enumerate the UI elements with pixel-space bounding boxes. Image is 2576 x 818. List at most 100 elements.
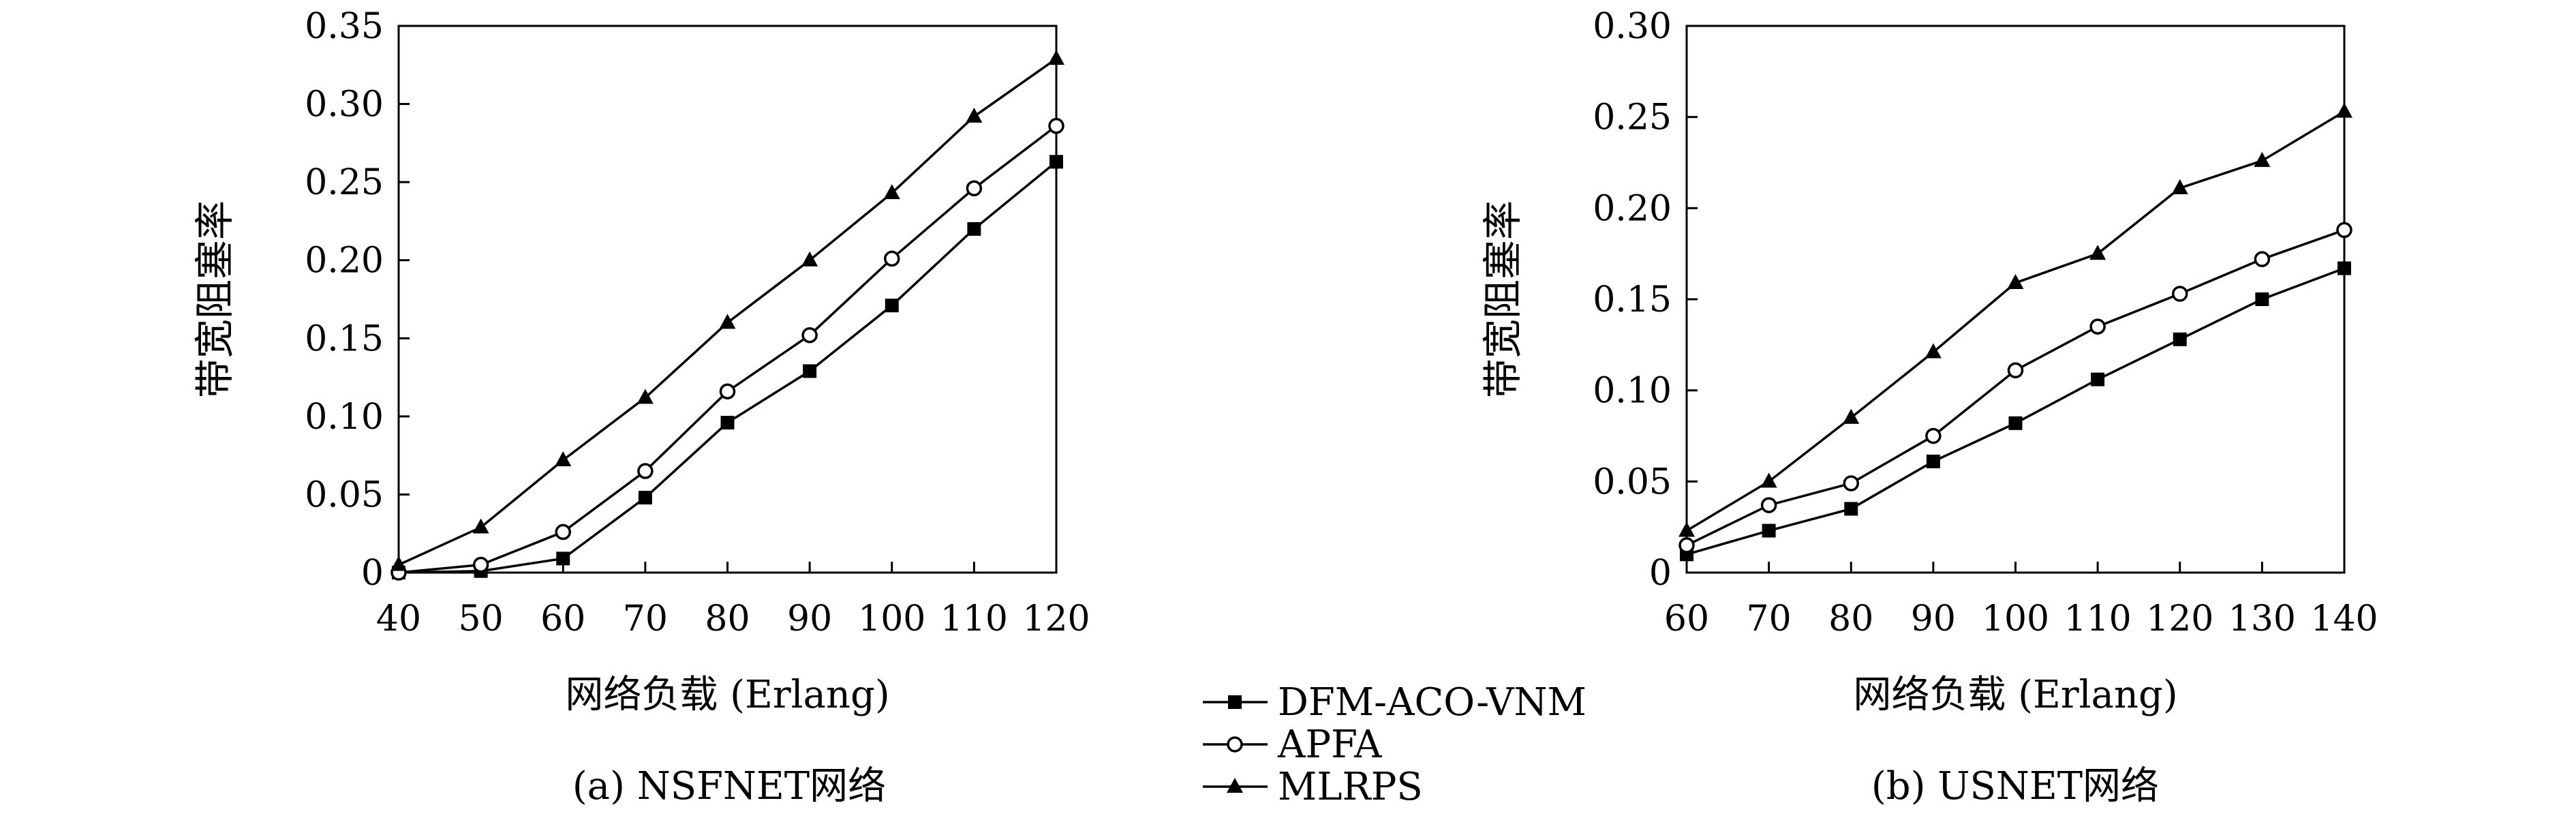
panel-a-data-point-dfm-aco-vnm: [720, 416, 735, 430]
panel-a-data-point-dfm-aco-vnm: [556, 551, 570, 566]
panel-a-y-tick-label: 0.15: [305, 318, 384, 359]
panel-a-data-point-dfm-aco-vnm: [803, 364, 817, 378]
panel-a-x-tick-label: 100: [858, 599, 925, 639]
panel-a-x-axis-label: 网络负载 (Erlang): [565, 673, 889, 717]
panel-a-x-tick-label: 40: [376, 599, 421, 639]
panel-a-data-point-apfa: [637, 463, 654, 479]
panel-b-data-point-mlrps: [2089, 245, 2106, 260]
panel-b-data-point-apfa: [2007, 362, 2024, 379]
panel-a-data-point-mlrps: [390, 556, 407, 571]
panel-a-y-tick-label: 0.35: [305, 6, 384, 47]
panel-b-data-point-dfm-aco-vnm: [1844, 502, 1858, 516]
panel-a-y-tick-label: 0.30: [305, 85, 384, 125]
panel-b-data-point-dfm-aco-vnm: [2091, 372, 2105, 387]
panel-a-data-point-mlrps: [801, 251, 818, 267]
panel-b-x-tick-label: 60: [1664, 599, 1709, 639]
legend-label: DFM-ACO-VNM: [1278, 680, 1586, 725]
panel-a-x-tick-label: 120: [1022, 599, 1090, 639]
panel-a-series-apfa: [390, 117, 1064, 581]
panel-b-x-axis-label: 网络负载 (Erlang): [1853, 673, 2177, 717]
panel-b-y-tick-label: 0.20: [1593, 188, 1672, 229]
panel-a-data-point-mlrps: [637, 389, 654, 404]
panel-b-x-tick-label: 100: [1982, 599, 2049, 639]
panel-a-data-point-apfa: [719, 383, 736, 399]
panel-b-plot-frame: [1685, 25, 2346, 574]
panel-b-data-point-mlrps: [1678, 521, 1695, 537]
panel-a-x-tick-label: 60: [540, 599, 585, 639]
panel-a-y-axis-label: 带宽阻塞率: [191, 200, 238, 398]
panel-a-x-tick-label: 90: [787, 599, 832, 639]
panel-b-data-point-apfa: [2172, 286, 2188, 302]
panel-b-data-point-apfa: [2254, 251, 2271, 267]
legend-marker-apfa: [1227, 736, 1243, 753]
panel-a-series-line-mlrps: [398, 57, 1058, 566]
panel-a-data-point-mlrps: [555, 451, 572, 467]
panel-a-data-point-dfm-aco-vnm: [1049, 155, 1063, 169]
panel-b-y-tick-label: 0: [1649, 553, 1672, 594]
panel-a-y-tick-label: 0.25: [305, 162, 384, 203]
panel-a-series-line-apfa: [398, 125, 1058, 574]
panel-a-data-point-apfa: [472, 556, 489, 573]
panel-b-series-apfa: [1678, 222, 2352, 554]
panel-b-y-tick-label: 0.30: [1593, 6, 1672, 47]
panel-a-series-dfm-aco-vnm: [392, 155, 1063, 579]
panel-b-data-point-apfa: [1843, 475, 1859, 491]
panel-b-data-point-apfa: [1760, 497, 1777, 513]
panel-b-series-mlrps: [1678, 102, 2352, 537]
panel-b-y-tick-label: 0.25: [1593, 97, 1672, 138]
panel-b-x-tick-label: 70: [1747, 599, 1792, 639]
panel-a-data-point-apfa: [884, 250, 900, 267]
panel-a-series-line-dfm-aco-vnm: [398, 160, 1058, 574]
panel-b-usnet-chart: 0 0.05 0.10 0.15 0.20 0.25 0.30 60 70 80 90 100 110 1…: [1479, 6, 2378, 808]
panel-a-data-point-apfa: [555, 524, 571, 541]
panel-b-data-point-mlrps: [2254, 151, 2271, 167]
panel-a-data-point-mlrps: [883, 184, 900, 200]
panel-a-data-point-dfm-aco-vnm: [638, 491, 652, 505]
panel-b-data-point-mlrps: [2336, 102, 2352, 118]
panel-a-plot-frame: [397, 25, 1058, 574]
panel-b-data-point-dfm-aco-vnm: [2173, 332, 2187, 346]
panel-a-caption: (a) NSFNET网络: [572, 764, 886, 808]
panel-b-data-point-mlrps: [1843, 408, 1860, 424]
panel-b-series-line-mlrps: [1686, 110, 2345, 532]
panel-b-data-point-dfm-aco-vnm: [1762, 524, 1776, 538]
panel-a-data-point-dfm-aco-vnm: [967, 222, 981, 236]
panel-b-y-tick-label: 0.05: [1593, 461, 1672, 502]
panel-b-data-point-mlrps: [2171, 179, 2188, 194]
panel-b-data-point-dfm-aco-vnm: [2008, 416, 2023, 430]
panel-b-series-dfm-aco-vnm: [1680, 261, 2351, 562]
panel-a-data-point-mlrps: [966, 107, 983, 123]
panel-b-x-tick-label: 90: [1911, 599, 1956, 639]
panel-a-data-point-mlrps: [1048, 50, 1064, 65]
panel-b-data-point-dfm-aco-vnm: [2337, 261, 2351, 275]
panel-a-data-point-mlrps: [719, 314, 736, 329]
legend-marker-mlrps: [1227, 778, 1243, 793]
legend-item-dfm-aco-vnm: DFM-ACO-VNM: [1203, 680, 1586, 725]
panel-a-y-tick-label: 0.05: [305, 474, 384, 515]
panel-b-data-point-dfm-aco-vnm: [1926, 454, 1940, 468]
panel-b-data-point-mlrps: [1925, 343, 1942, 359]
panel-a-data-point-mlrps: [472, 518, 489, 534]
legend-item-mlrps: MLRPS: [1203, 765, 1423, 809]
legend-marker-dfm-aco-vnm: [1228, 695, 1242, 709]
panel-b-x-tick-label: 140: [2310, 599, 2378, 639]
panel-b-caption: (b) USNET网络: [1871, 764, 2159, 808]
panel-b-data-point-apfa: [1678, 537, 1695, 554]
panel-a-x-tick-label: 80: [705, 599, 750, 639]
panel-a-nsfnet-chart: 0 0.05 0.10 0.15 0.20 0.25 0.30 0.35 40 50 60 70 80 9…: [191, 6, 1090, 808]
panel-b-x-tick-label: 130: [2228, 599, 2296, 639]
panel-b-x-tick-label: 120: [2146, 599, 2213, 639]
legend-label: APFA: [1277, 723, 1382, 767]
panel-b-x-tick-label: 80: [1828, 599, 1873, 639]
panel-b-x-tick-label: 110: [2064, 599, 2131, 639]
legend-item-apfa: APFA: [1203, 723, 1382, 767]
panel-b-data-point-apfa: [2336, 222, 2352, 239]
panel-a-data-point-apfa: [801, 327, 818, 344]
panel-b-y-tick-label: 0.10: [1593, 371, 1672, 412]
panel-b-y-tick-label: 0.15: [1593, 279, 1672, 320]
panel-a-x-tick-label: 50: [459, 599, 504, 639]
panel-b-data-point-dfm-aco-vnm: [2255, 292, 2269, 306]
panel-b-data-point-apfa: [1925, 427, 1942, 444]
